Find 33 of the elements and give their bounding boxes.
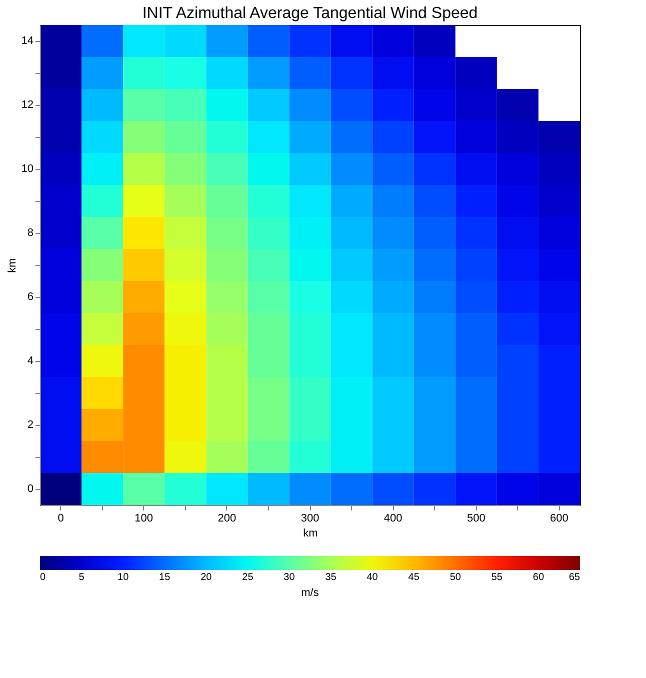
color-bar-label: 15 [159, 572, 171, 583]
color-bar-label: 65 [568, 572, 580, 583]
y-tick-label: 4 [27, 355, 34, 367]
color-bar-label: 45 [408, 572, 420, 583]
color-bar-label: 30 [284, 572, 296, 583]
color-bar-label: 25 [242, 572, 254, 583]
y-tick-label: 6 [27, 291, 34, 303]
color-bar-label: 55 [491, 572, 503, 583]
x-tick-label: 100 [134, 512, 154, 524]
y-tick-label: 14 [21, 35, 34, 47]
y-tick-label: 2 [27, 419, 34, 431]
y-tick-label: 10 [21, 163, 34, 175]
color-bar-label: 20 [200, 572, 212, 583]
y-axis-title: km [6, 258, 18, 273]
color-bar-label: 10 [118, 572, 130, 583]
x-tick-label: 0 [58, 512, 64, 524]
color-bar-title: m/s [301, 587, 320, 599]
color-bar-label: 35 [325, 572, 337, 583]
color-bar-label: 0 [40, 572, 46, 583]
x-axis-title: km [303, 528, 318, 540]
chart-title: INIT Azimuthal Average Tangential Wind Speed [142, 5, 478, 22]
color-bar-label: 5 [78, 572, 85, 583]
x-tick-label: 200 [218, 512, 236, 524]
y-tick-label: 8 [27, 227, 34, 239]
color-bar-label: 50 [450, 572, 462, 583]
y-tick-label: 0 [27, 483, 34, 495]
color-bar-label: 40 [366, 572, 378, 583]
color-bar-label: 60 [532, 572, 544, 583]
x-tick-label: 300 [300, 512, 320, 524]
y-tick-label: 12 [21, 99, 34, 111]
x-tick-label: 400 [384, 512, 402, 524]
x-tick-label: 600 [550, 512, 568, 524]
x-tick-label: 500 [466, 512, 486, 524]
